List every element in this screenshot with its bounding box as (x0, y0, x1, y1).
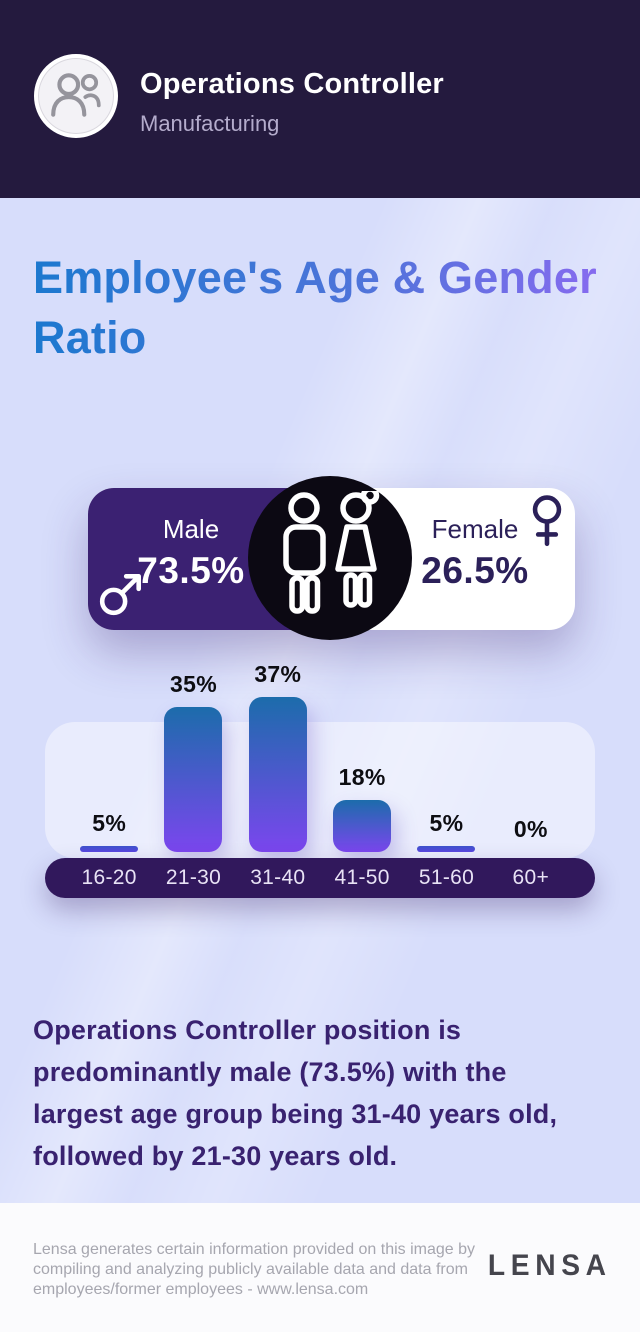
avatar (34, 54, 118, 138)
summary-line: predominantly male (73.5%) with the (33, 1057, 507, 1087)
man-woman-icon (270, 485, 390, 626)
bar-16-20 (80, 846, 139, 852)
bar-column-41-50: 18% (320, 764, 404, 852)
disclaimer-text: Lensa generates certain information prov… (33, 1240, 493, 1300)
header: Operations Controller Manufacturing (0, 0, 640, 198)
summary-line: Operations Controller position is (33, 1015, 462, 1045)
bar-41-50 (333, 800, 392, 852)
female-stat: Female 26.5% (400, 514, 550, 592)
people-icon (47, 70, 105, 123)
age-axis-pill: 16-20 21-30 31-40 41-50 51-60 60+ (45, 858, 595, 898)
male-label: Male (162, 514, 220, 544)
summary-line: followed by 21-30 years old. (33, 1141, 398, 1171)
job-title: Operations Controller (140, 68, 444, 100)
footer: Lensa generates certain information prov… (0, 1203, 640, 1332)
bar-21-30 (164, 707, 223, 852)
page-title: Employee's Age & Gender Ratio (33, 248, 633, 368)
bar-value-label: 0% (513, 816, 548, 842)
age-bar-chart: 5% 35% 37% 18% 5% 0% (45, 640, 595, 852)
bar-value-label: 5% (92, 810, 127, 836)
bar-51-60 (417, 846, 476, 852)
bar-value-label: 18% (338, 764, 386, 790)
age-category-label: 21-30 (165, 866, 222, 889)
bar-value-label: 5% (429, 810, 464, 836)
bar-column-60+: 0% (489, 816, 573, 852)
age-category-label: 16-20 (81, 866, 137, 889)
bar-column-21-30: 35% (151, 671, 235, 852)
bar-column-16-20: 5% (67, 810, 151, 852)
disclaimer-line: compiling and analyzing publicly availab… (33, 1261, 468, 1278)
summary-text: Operations Controller position is predom… (33, 1009, 613, 1177)
disclaimer-line: employees/former employees - www.lensa.c… (33, 1281, 369, 1298)
male-value: 73.5% (137, 550, 245, 591)
female-value: 26.5% (421, 550, 529, 591)
disclaimer-line: Lensa generates certain information prov… (33, 1241, 476, 1258)
age-category-label: 31-40 (250, 866, 306, 889)
male-symbol-icon (98, 569, 146, 622)
age-category-label: 60+ (512, 866, 550, 889)
female-symbol-icon (528, 495, 566, 554)
bar-value-label: 37% (254, 661, 302, 687)
bar-column-31-40: 37% (236, 661, 320, 852)
industry-subtitle: Manufacturing (140, 111, 280, 136)
chart-background-panel (45, 722, 595, 858)
bar-column-51-60: 5% (404, 810, 488, 852)
lensa-logo: LENSA (488, 1249, 612, 1282)
male-stat: Male 73.5% (116, 514, 266, 592)
bar-value-label: 35% (170, 671, 217, 697)
gender-badge (248, 476, 412, 640)
gender-ratio-card: Male 73.5% Female 26.5% (88, 476, 575, 640)
age-category-label: 41-50 (334, 866, 390, 889)
summary-line: largest age group being 31-40 years old, (33, 1099, 558, 1129)
female-label: Female (431, 514, 519, 544)
age-category-label: 51-60 (418, 866, 475, 889)
bar-31-40 (248, 697, 307, 852)
